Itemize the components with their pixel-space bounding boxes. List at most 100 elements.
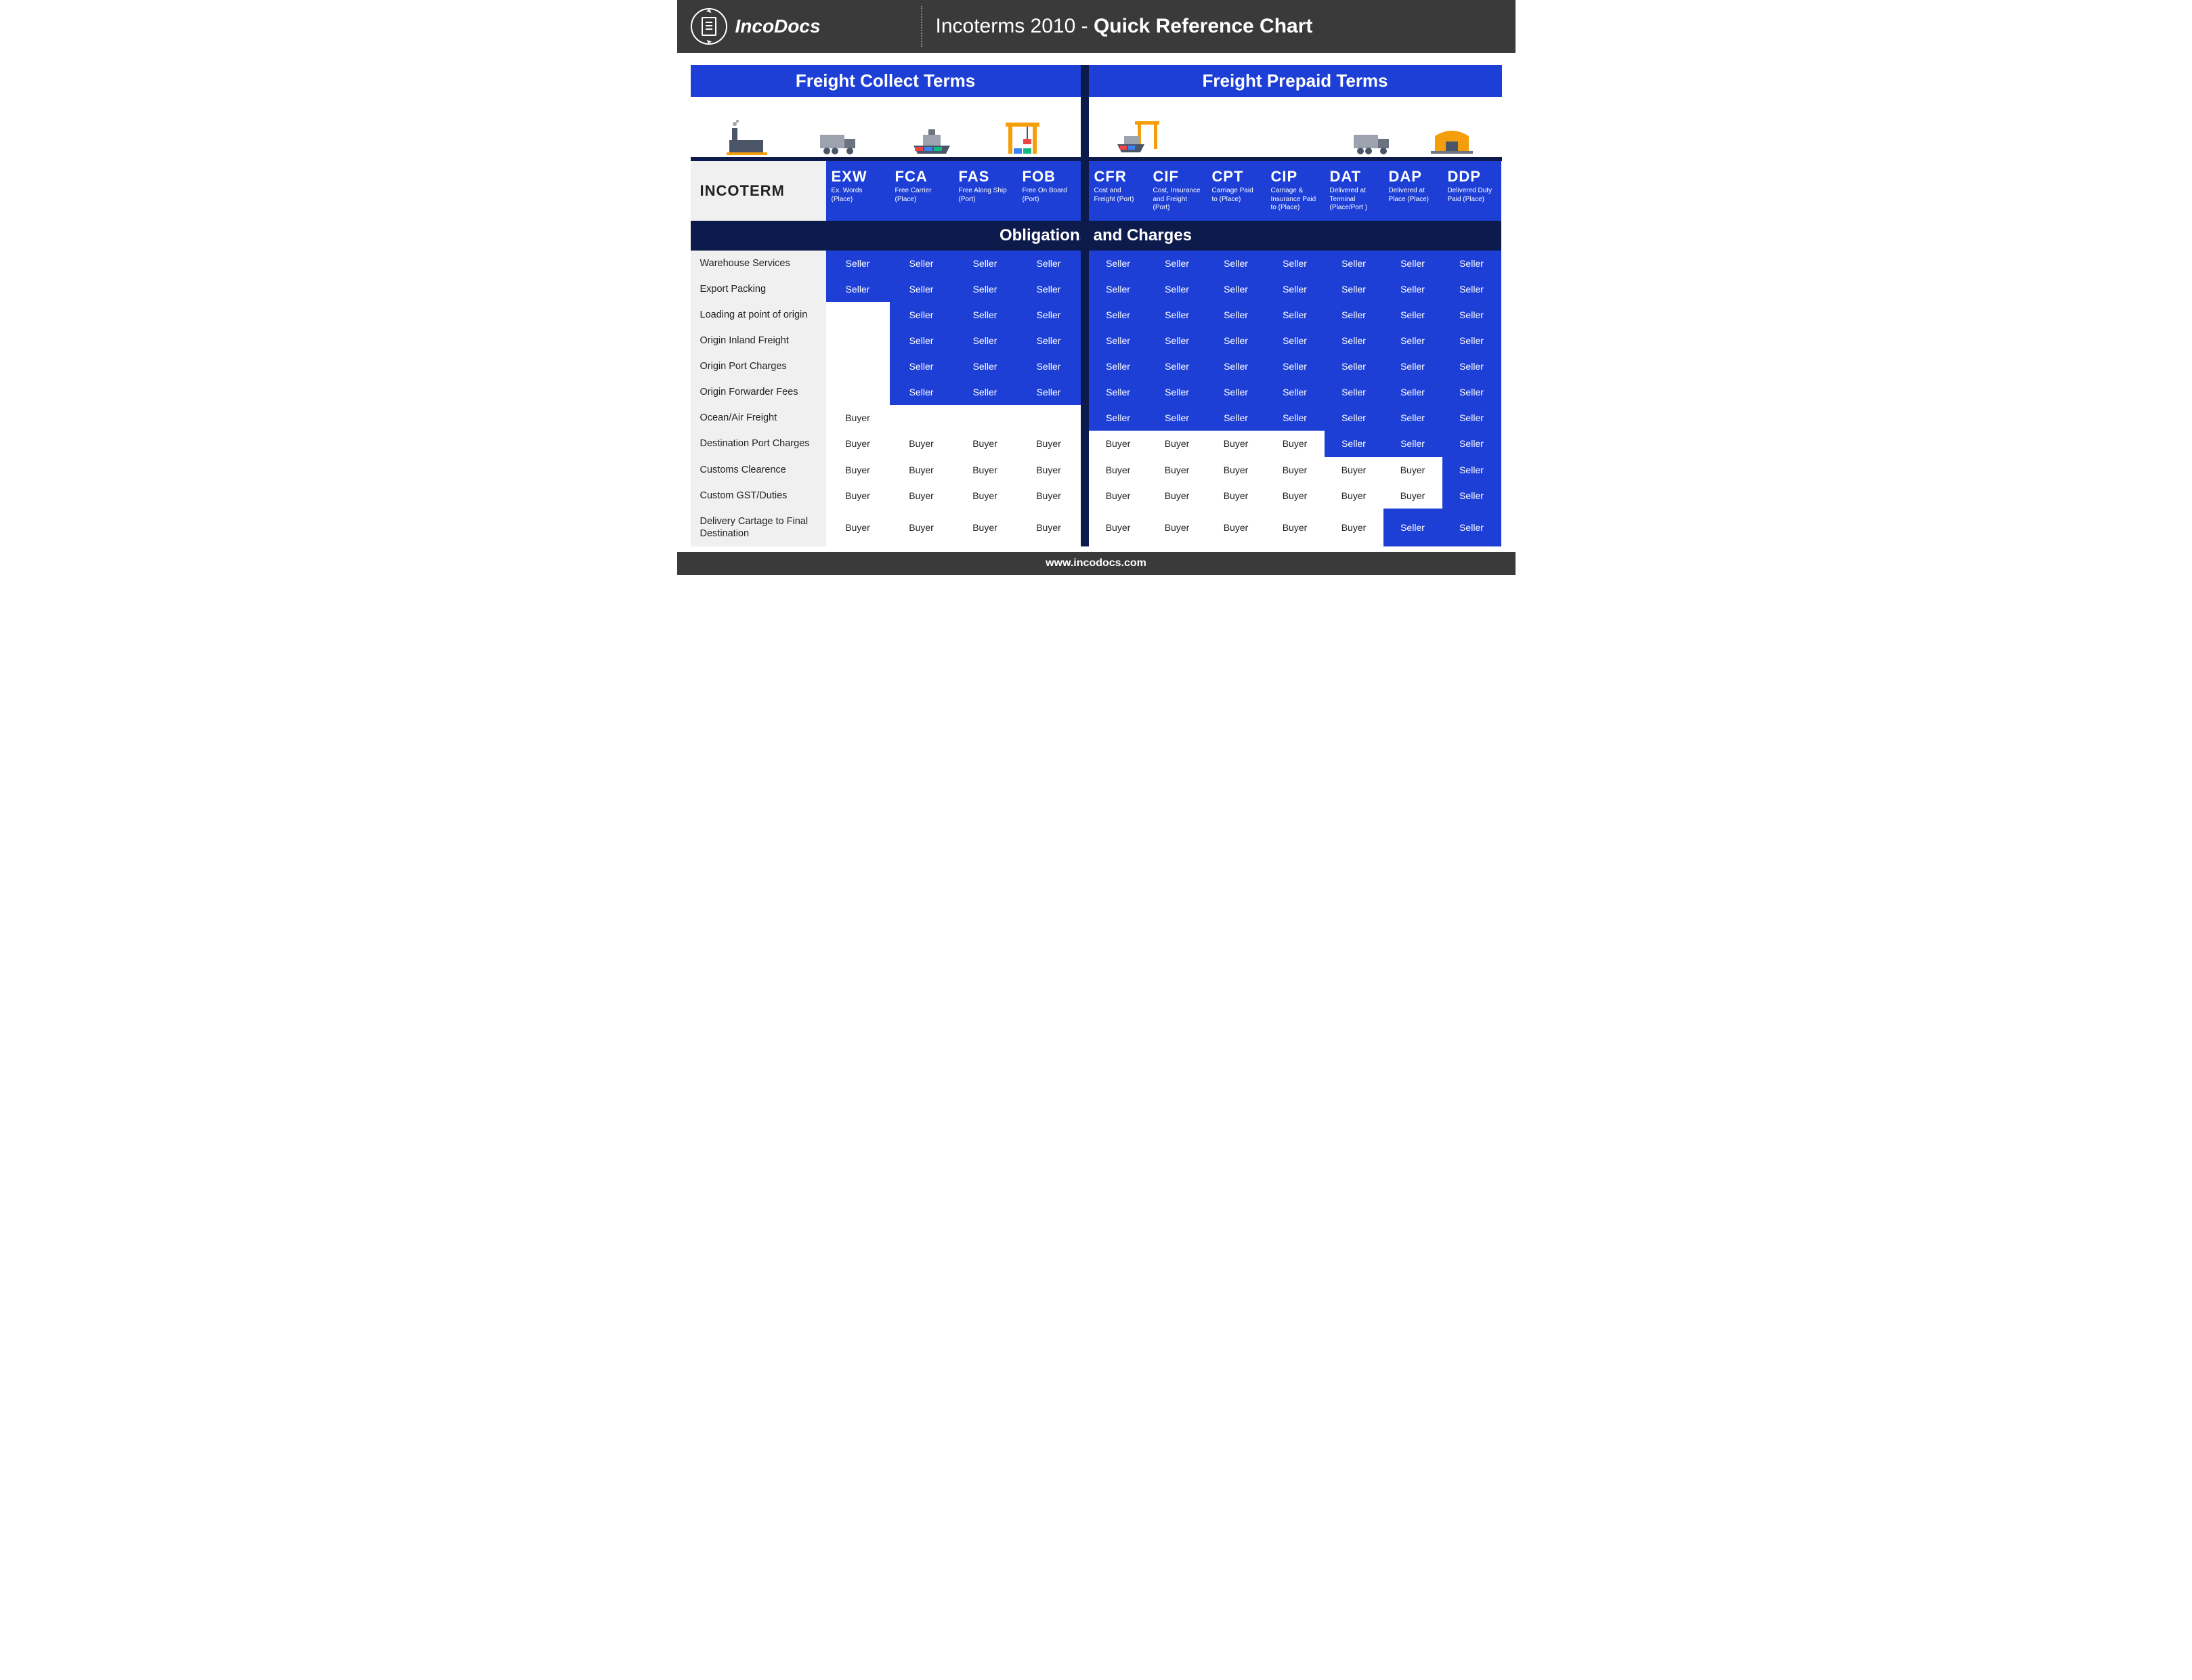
row-label: Destination Port Charges <box>691 431 826 456</box>
cell <box>826 379 890 405</box>
icons-right <box>1089 97 1502 161</box>
cell <box>826 328 890 353</box>
cell: Seller <box>890 353 953 379</box>
cell: Seller <box>1207 302 1266 328</box>
cell: Seller <box>1442 405 1501 431</box>
cell: Seller <box>1442 483 1501 509</box>
cell: Seller <box>953 328 1017 353</box>
cell: Seller <box>1207 379 1266 405</box>
cell: Seller <box>1442 276 1501 302</box>
cell: Seller <box>953 353 1017 379</box>
cell: Buyer <box>1089 483 1148 509</box>
cell: Buyer <box>1148 509 1207 546</box>
cell: Seller <box>1325 328 1383 353</box>
title-bold: Quick Reference Chart <box>1094 15 1312 37</box>
cell <box>953 405 1017 431</box>
cell: Seller <box>1017 302 1081 328</box>
cell: Buyer <box>1017 457 1081 483</box>
cell: Buyer <box>890 509 953 546</box>
cell: Seller <box>1266 379 1325 405</box>
cell: Seller <box>1207 276 1266 302</box>
section-headers: Freight Collect Terms Freight Prepaid Te… <box>691 65 1502 97</box>
cell: Seller <box>1442 457 1501 483</box>
term-header-dat: DATDelivered at Terminal (Place/Port ) <box>1325 161 1383 221</box>
topbar: IncoDocs Incoterms 2010 - Quick Referenc… <box>677 0 1516 53</box>
term-header-cfr: CFRCost and Freight (Port) <box>1089 161 1148 221</box>
cell: Buyer <box>1148 431 1207 456</box>
cell: Seller <box>890 276 953 302</box>
row-label: Customs Clearence <box>691 457 826 483</box>
obligations-band: Obligations and Charges <box>691 221 1501 251</box>
term-header-ddp: DDPDelivered Duty Paid (Place) <box>1442 161 1501 221</box>
cell: Buyer <box>1266 431 1325 456</box>
cell: Seller <box>1089 353 1148 379</box>
cell: Seller <box>1383 276 1442 302</box>
vertical-divider <box>1081 65 1089 521</box>
cell: Seller <box>1325 353 1383 379</box>
cell: Seller <box>1325 405 1383 431</box>
cell: Seller <box>826 251 890 276</box>
cell: Seller <box>890 251 953 276</box>
cell: Buyer <box>1325 457 1383 483</box>
cell: Seller <box>1266 302 1325 328</box>
row-label: Warehouse Services <box>691 251 826 276</box>
crane-icon <box>1000 120 1048 157</box>
cell: Seller <box>1383 328 1442 353</box>
cell: Buyer <box>826 431 890 456</box>
cell: Buyer <box>1207 483 1266 509</box>
cell: Buyer <box>1017 509 1081 546</box>
cell: Seller <box>1148 276 1207 302</box>
cell: Buyer <box>1089 457 1148 483</box>
cell: Seller <box>1207 353 1266 379</box>
cell: Buyer <box>1207 509 1266 546</box>
truck2-icon <box>1350 120 1397 157</box>
cell: Seller <box>1148 379 1207 405</box>
cell: Seller <box>1383 405 1442 431</box>
cell: Buyer <box>890 483 953 509</box>
cell: Buyer <box>1148 483 1207 509</box>
cell: Buyer <box>953 483 1017 509</box>
cell: Seller <box>1148 328 1207 353</box>
cell: Buyer <box>1148 457 1207 483</box>
row-label: Custom GST/Duties <box>691 483 826 509</box>
cell: Seller <box>1207 328 1266 353</box>
row-label: Origin Inland Freight <box>691 328 826 353</box>
cell: Seller <box>1383 251 1442 276</box>
cell: Seller <box>1442 509 1501 546</box>
term-header-cif: CIFCost, Insurance and Freight (Port) <box>1148 161 1207 221</box>
cell: Seller <box>1266 328 1325 353</box>
cell: Seller <box>1266 251 1325 276</box>
cell: Seller <box>890 302 953 328</box>
cell: Seller <box>953 302 1017 328</box>
cell: Seller <box>1089 251 1148 276</box>
section-right: Freight Prepaid Terms <box>1089 65 1502 97</box>
row-label: Ocean/Air Freight <box>691 405 826 431</box>
term-header-exw: EXWEx. Words (Place) <box>826 161 890 221</box>
cell: Buyer <box>1089 431 1148 456</box>
cell: Seller <box>1442 328 1501 353</box>
cell <box>826 353 890 379</box>
cell: Seller <box>1442 431 1501 456</box>
cell: Seller <box>1017 251 1081 276</box>
cell <box>1017 405 1081 431</box>
cell: Seller <box>1148 353 1207 379</box>
cell: Seller <box>1089 379 1148 405</box>
term-header-cpt: CPTCarriage Paid to (Place) <box>1207 161 1266 221</box>
ship-crane-icon <box>1115 120 1162 157</box>
title-prefix: Incoterms 2010 - <box>936 15 1094 37</box>
cell: Buyer <box>953 457 1017 483</box>
cell: Seller <box>1383 431 1442 456</box>
chart-grid: INCOTERMEXWEx. Words (Place)FCAFree Carr… <box>691 161 1502 546</box>
cell: Seller <box>1383 379 1442 405</box>
cell: Buyer <box>953 431 1017 456</box>
cell: Seller <box>1383 509 1442 546</box>
cell: Buyer <box>826 483 890 509</box>
cell: Seller <box>1148 251 1207 276</box>
cell: Seller <box>1017 276 1081 302</box>
cell: Buyer <box>1207 457 1266 483</box>
cell: Seller <box>890 379 953 405</box>
icons-left <box>691 97 1081 161</box>
footer: www.incodocs.com <box>677 552 1516 575</box>
cell: Seller <box>1442 353 1501 379</box>
warehouse-icon <box>1428 120 1476 157</box>
